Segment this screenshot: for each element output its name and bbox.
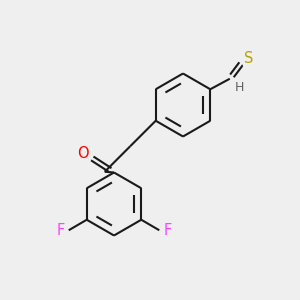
- Text: F: F: [56, 223, 64, 238]
- Text: O: O: [77, 146, 89, 161]
- Text: H: H: [235, 81, 244, 94]
- Text: S: S: [244, 51, 254, 66]
- Text: F: F: [164, 223, 172, 238]
